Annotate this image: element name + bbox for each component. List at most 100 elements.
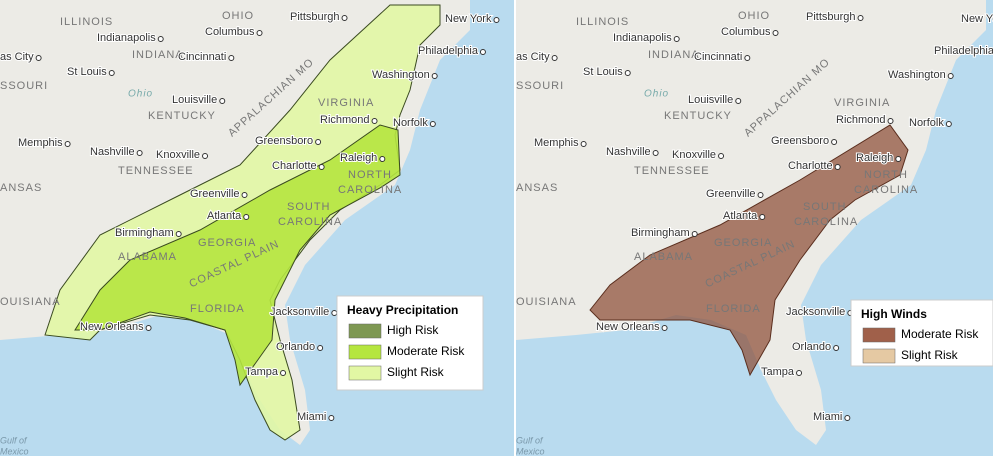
city-dot bbox=[431, 73, 438, 79]
legend-title: High Winds bbox=[861, 307, 927, 321]
region-label: Ohio bbox=[128, 89, 153, 100]
city-dot bbox=[341, 15, 348, 21]
city-dot bbox=[493, 17, 500, 23]
region-label: INDIANA bbox=[648, 49, 700, 61]
city-label: Tampa bbox=[761, 366, 795, 378]
city-dot bbox=[857, 15, 864, 21]
legend-label: Moderate Risk bbox=[387, 344, 465, 358]
city-label: Tampa bbox=[245, 366, 279, 378]
region-label: SSOURI bbox=[0, 80, 48, 92]
city-dot bbox=[673, 36, 680, 42]
city-label: Louisville bbox=[172, 94, 217, 106]
city-dot bbox=[371, 118, 378, 124]
city-dot bbox=[219, 98, 226, 104]
legend-swatch bbox=[348, 365, 382, 381]
city-label: Knoxville bbox=[672, 149, 716, 161]
city-label: Atlanta bbox=[207, 210, 242, 222]
city-dot bbox=[772, 30, 779, 36]
region-label: KENTUCKY bbox=[148, 110, 216, 122]
city-label: New Orleans bbox=[596, 321, 660, 333]
city-dot bbox=[833, 345, 840, 351]
city-dot bbox=[796, 370, 803, 376]
city-label: Indianapolis bbox=[97, 32, 156, 44]
city-label: Miami bbox=[813, 411, 842, 423]
region-label: OHIO bbox=[222, 10, 254, 22]
city-label: Jacksonville bbox=[786, 306, 845, 318]
legend-swatch bbox=[348, 323, 382, 339]
city-label: Cincinnati bbox=[178, 51, 226, 63]
city-dot bbox=[136, 150, 143, 156]
city-dot bbox=[757, 192, 764, 198]
city-dot bbox=[280, 370, 287, 376]
region-label: SOUTH bbox=[287, 201, 331, 213]
city-label: Louisville bbox=[688, 94, 733, 106]
city-dot bbox=[145, 325, 152, 331]
region-label: TENNESSEE bbox=[118, 165, 194, 177]
city-label: as City bbox=[516, 51, 550, 63]
region-label: Ohio bbox=[644, 89, 669, 100]
region-label: Mexico bbox=[516, 446, 545, 456]
region-label: ANSAS bbox=[0, 182, 42, 194]
map-panel: ILLINOIS OHIO Pittsburgh New York Indianapol… bbox=[516, 0, 993, 456]
city-label: Pittsburgh bbox=[806, 11, 856, 23]
city-label: New Orleans bbox=[80, 321, 144, 333]
city-label: Norfolk bbox=[393, 117, 428, 129]
city-dot bbox=[759, 214, 766, 220]
city-label: Pittsburgh bbox=[290, 11, 340, 23]
city-dot bbox=[429, 121, 436, 127]
city-dot bbox=[895, 156, 902, 162]
region-label: CAROLINA bbox=[854, 184, 918, 196]
legend-label: Slight Risk bbox=[387, 365, 445, 379]
city-label: Washington bbox=[888, 69, 946, 81]
region-label: CAROLINA bbox=[338, 184, 402, 196]
city-label: as City bbox=[0, 51, 34, 63]
city-label: Memphis bbox=[18, 137, 63, 149]
city-dot bbox=[744, 55, 751, 61]
city-label: Columbus bbox=[205, 26, 255, 38]
legend-swatch bbox=[862, 327, 896, 343]
city-label: Orlando bbox=[792, 341, 831, 353]
map-panel: ILLINOIS OHIO Pittsburgh New York Indianapol… bbox=[0, 0, 514, 456]
city-label: Cincinnati bbox=[694, 51, 742, 63]
city-label: Indianapolis bbox=[613, 32, 672, 44]
city-label: New York bbox=[445, 13, 492, 25]
city-dot bbox=[580, 141, 587, 147]
city-dot bbox=[202, 153, 209, 159]
region-label: INDIANA bbox=[132, 49, 184, 61]
region-label: Mexico bbox=[0, 446, 29, 456]
moderate-risk-area bbox=[74, 124, 401, 387]
city-label: Greenville bbox=[190, 188, 240, 200]
city-dot bbox=[379, 156, 386, 162]
city-dot bbox=[887, 118, 894, 124]
city-label: Atlanta bbox=[723, 210, 758, 222]
city-dot bbox=[243, 214, 250, 220]
city-label: St Louis bbox=[583, 66, 623, 78]
region-label: Gulf of bbox=[516, 435, 544, 445]
city-label: Nashville bbox=[90, 146, 135, 158]
city-dot bbox=[844, 415, 851, 421]
city-dot bbox=[945, 121, 952, 127]
region-label: OHIO bbox=[738, 10, 770, 22]
city-label: Miami bbox=[297, 411, 326, 423]
city-dot bbox=[157, 36, 164, 42]
region-label: VIRGINIA bbox=[318, 97, 374, 109]
city-dot bbox=[718, 153, 725, 159]
region-label: KENTUCKY bbox=[664, 110, 732, 122]
city-label: Richmond bbox=[320, 114, 370, 126]
region-label: FLORIDA bbox=[190, 303, 245, 315]
city-dot bbox=[64, 141, 71, 147]
region-label: OUISIANA bbox=[0, 296, 61, 308]
region-label: NORTH bbox=[348, 169, 392, 181]
city-dot bbox=[315, 139, 322, 145]
city-label: Charlotte bbox=[272, 160, 317, 172]
city-label: Raleigh bbox=[856, 152, 893, 164]
legend-label: High Risk bbox=[387, 323, 439, 337]
city-dot bbox=[834, 164, 841, 170]
city-label: Columbus bbox=[721, 26, 771, 38]
region-label: SOUTH bbox=[803, 201, 847, 213]
region-label: OUISIANA bbox=[516, 296, 577, 308]
city-dot bbox=[831, 139, 838, 145]
region-label: CAROLINA bbox=[794, 216, 858, 228]
city-label: Jacksonville bbox=[270, 306, 329, 318]
